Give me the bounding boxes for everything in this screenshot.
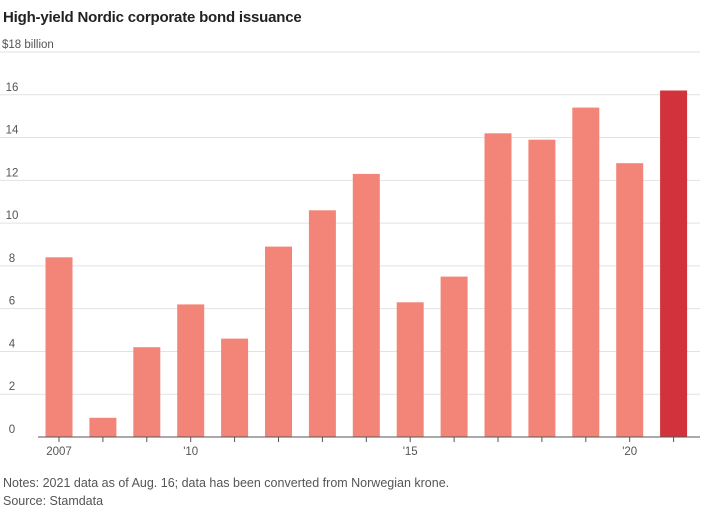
chart-title: High-yield Nordic corporate bond issuanc… bbox=[3, 9, 302, 26]
bars bbox=[45, 90, 688, 438]
bar bbox=[660, 90, 688, 437]
bar bbox=[440, 276, 468, 437]
y-tick-label: 10 bbox=[6, 210, 19, 222]
x-tick-label: '20 bbox=[622, 446, 637, 458]
bar bbox=[89, 417, 117, 438]
bar bbox=[484, 133, 512, 438]
bar bbox=[528, 139, 556, 437]
bar bbox=[572, 107, 600, 437]
x-tick-label: '10 bbox=[183, 446, 198, 458]
bar bbox=[221, 338, 249, 437]
bar bbox=[396, 302, 424, 438]
bar bbox=[616, 163, 644, 437]
y-tick-label: 14 bbox=[6, 125, 19, 137]
bar bbox=[133, 347, 161, 437]
x-tick-label: 2007 bbox=[46, 446, 72, 458]
y-tick-label: 0 bbox=[9, 424, 15, 436]
y-tick-label: 16 bbox=[6, 82, 19, 94]
y-tick-label: 6 bbox=[9, 296, 15, 308]
x-axis: 2007 '10 '15 '20 bbox=[38, 436, 700, 458]
bar bbox=[308, 210, 336, 437]
chart-notes: Notes: 2021 data as of Aug. 16; data has… bbox=[3, 476, 450, 490]
x-tick-label: '15 bbox=[403, 446, 418, 458]
y-unit-label: $18 billion bbox=[2, 39, 54, 51]
bar bbox=[352, 173, 380, 437]
y-tick-label: 8 bbox=[9, 253, 15, 265]
bar bbox=[177, 304, 205, 437]
bar-chart: $18 billion 0 2 4 6 8 10 12 14 16 2007 '10 '15 '20 bbox=[0, 39, 700, 458]
bar bbox=[265, 246, 292, 437]
y-tick-label: 12 bbox=[6, 167, 19, 179]
bar bbox=[45, 257, 73, 437]
y-tick-label: 4 bbox=[9, 338, 16, 350]
chart-source: Source: Stamdata bbox=[3, 494, 104, 508]
y-tick-label: 2 bbox=[9, 381, 15, 393]
